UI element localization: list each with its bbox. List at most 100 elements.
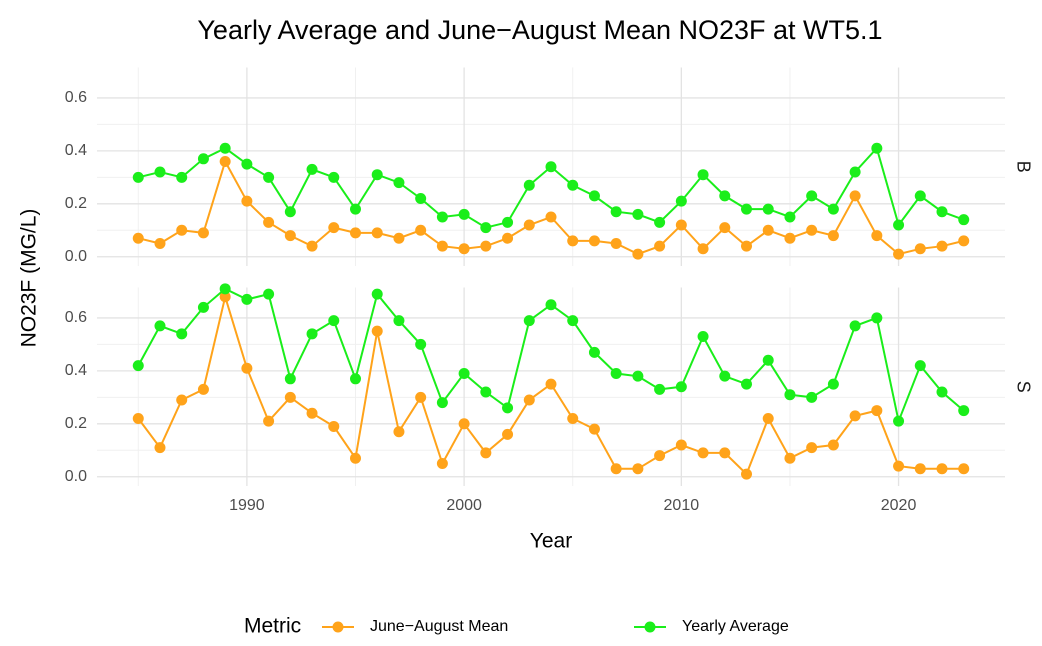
- data-point: [914, 190, 926, 202]
- data-point: [132, 232, 144, 244]
- data-point: [241, 158, 253, 170]
- data-point: [871, 405, 883, 417]
- data-point: [545, 211, 557, 223]
- data-point: [523, 315, 535, 327]
- data-point: [827, 230, 839, 242]
- data-point: [502, 428, 514, 440]
- x-tick-label: 2020: [881, 497, 917, 514]
- data-point: [415, 391, 427, 403]
- data-point: [263, 216, 275, 228]
- data-point: [958, 405, 970, 417]
- data-point: [632, 463, 644, 475]
- data-point: [719, 370, 731, 382]
- data-point: [588, 423, 600, 435]
- data-point: [849, 410, 861, 422]
- data-point: [784, 452, 796, 464]
- data-point: [241, 293, 253, 305]
- data-point: [806, 391, 818, 403]
- data-point: [893, 248, 905, 260]
- data-point: [654, 383, 666, 395]
- data-point: [567, 315, 579, 327]
- data-point: [719, 190, 731, 202]
- data-point: [762, 203, 774, 215]
- data-point: [415, 193, 427, 205]
- data-point: [632, 370, 644, 382]
- data-point: [936, 240, 948, 252]
- data-point: [567, 235, 579, 247]
- data-point: [197, 383, 209, 395]
- data-point: [741, 240, 753, 252]
- data-point: [436, 397, 448, 409]
- legend-label: Yearly Average: [682, 618, 789, 635]
- data-point: [458, 368, 470, 380]
- data-point: [349, 203, 361, 215]
- data-point: [914, 463, 926, 475]
- data-point: [436, 211, 448, 223]
- data-point: [371, 325, 383, 337]
- y-axis-label: NO23F (MG/L): [18, 209, 41, 348]
- y-tick-label: 0.6: [65, 89, 87, 106]
- y-tick-label: 0.2: [65, 195, 87, 212]
- x-tick-label: 2000: [446, 497, 482, 514]
- data-point: [197, 227, 209, 239]
- data-point: [588, 190, 600, 202]
- data-point: [480, 447, 492, 459]
- series-line: [138, 158, 964, 256]
- data-point: [154, 320, 166, 332]
- data-point: [436, 458, 448, 470]
- data-point: [393, 426, 405, 438]
- data-point: [741, 468, 753, 480]
- data-point: [827, 203, 839, 215]
- data-point: [741, 203, 753, 215]
- data-point: [849, 166, 861, 178]
- data-point: [284, 373, 296, 385]
- data-point: [349, 227, 361, 239]
- data-point: [632, 248, 644, 260]
- data-point: [675, 219, 687, 231]
- data-point: [328, 315, 340, 327]
- data-point: [523, 394, 535, 406]
- data-point: [632, 208, 644, 220]
- y-tick-label: 0.6: [65, 309, 87, 326]
- chart-title: Yearly Average and June−August Mean NO23…: [197, 15, 882, 45]
- data-point: [502, 232, 514, 244]
- data-point: [806, 442, 818, 454]
- data-point: [219, 142, 231, 154]
- data-point: [827, 439, 839, 451]
- data-point: [154, 238, 166, 250]
- data-point: [132, 413, 144, 425]
- data-point: [806, 224, 818, 236]
- data-point: [502, 216, 514, 228]
- data-point: [502, 402, 514, 414]
- data-point: [154, 166, 166, 178]
- legend-title: Metric: [244, 615, 301, 638]
- data-point: [306, 328, 318, 340]
- data-point: [154, 442, 166, 454]
- data-point: [371, 288, 383, 300]
- data-point: [958, 214, 970, 226]
- data-point: [349, 452, 361, 464]
- data-point: [545, 161, 557, 173]
- data-point: [654, 216, 666, 228]
- data-point: [762, 413, 774, 425]
- x-tick-label: 1990: [229, 497, 265, 514]
- y-tick-label: 0.4: [65, 142, 87, 159]
- data-point: [719, 447, 731, 459]
- data-point: [306, 240, 318, 252]
- data-point: [436, 240, 448, 252]
- data-point: [610, 368, 622, 380]
- data-point: [675, 439, 687, 451]
- y-tick-label: 0.4: [65, 362, 87, 379]
- data-point: [263, 288, 275, 300]
- data-point: [197, 301, 209, 313]
- data-point: [936, 463, 948, 475]
- data-point: [241, 195, 253, 207]
- data-point: [306, 407, 318, 419]
- y-tick-label: 0.0: [65, 248, 87, 265]
- data-point: [741, 378, 753, 390]
- data-point: [219, 283, 231, 295]
- data-point: [654, 450, 666, 462]
- x-tick-label: 2010: [664, 497, 700, 514]
- data-point: [893, 219, 905, 231]
- data-point: [893, 460, 905, 472]
